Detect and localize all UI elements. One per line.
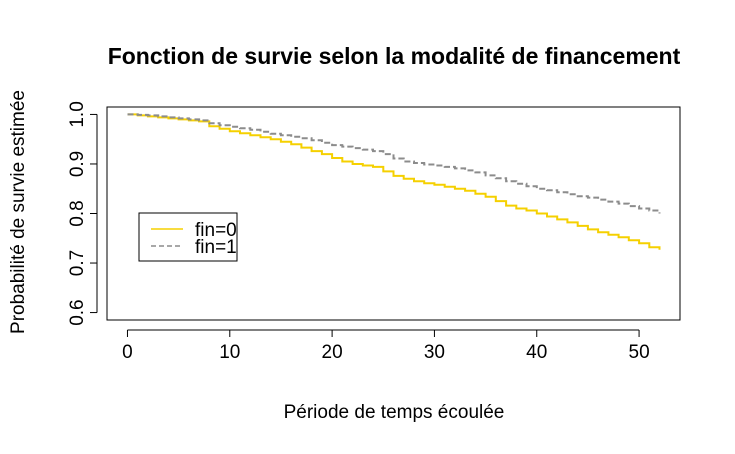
x-tick-label: 10 <box>219 342 240 363</box>
y-axis: 0.6 0.7 0.8 0.9 1.0 <box>67 101 98 326</box>
series-line-1 <box>127 113 661 214</box>
legend-label-1: fin=1 <box>195 237 237 258</box>
x-tick-label: 20 <box>322 342 343 363</box>
y-axis-label: Probabilité de survie estimée <box>8 90 29 334</box>
x-axis: 0 10 20 30 40 50 <box>122 329 650 363</box>
x-tick-label: 30 <box>424 342 445 363</box>
series-layer <box>127 113 661 250</box>
y-tick-label: 0.9 <box>67 151 88 177</box>
y-tick-label: 1.0 <box>67 101 88 127</box>
y-tick-label: 0.6 <box>67 299 88 325</box>
x-tick-label: 0 <box>122 342 133 363</box>
plot-frame <box>106 106 681 321</box>
x-tick-label: 40 <box>526 342 547 363</box>
x-tick-label: 50 <box>629 342 650 363</box>
series-line-0 <box>127 113 661 250</box>
y-tick-label: 0.8 <box>67 200 88 226</box>
chart-title: Fonction de survie selon la modalité de … <box>108 43 681 69</box>
y-tick-label: 0.7 <box>67 250 88 276</box>
legend-box <box>138 212 238 262</box>
legend-label-0: fin=0 <box>195 220 237 241</box>
x-axis-label: Période de temps écoulée <box>284 402 505 423</box>
